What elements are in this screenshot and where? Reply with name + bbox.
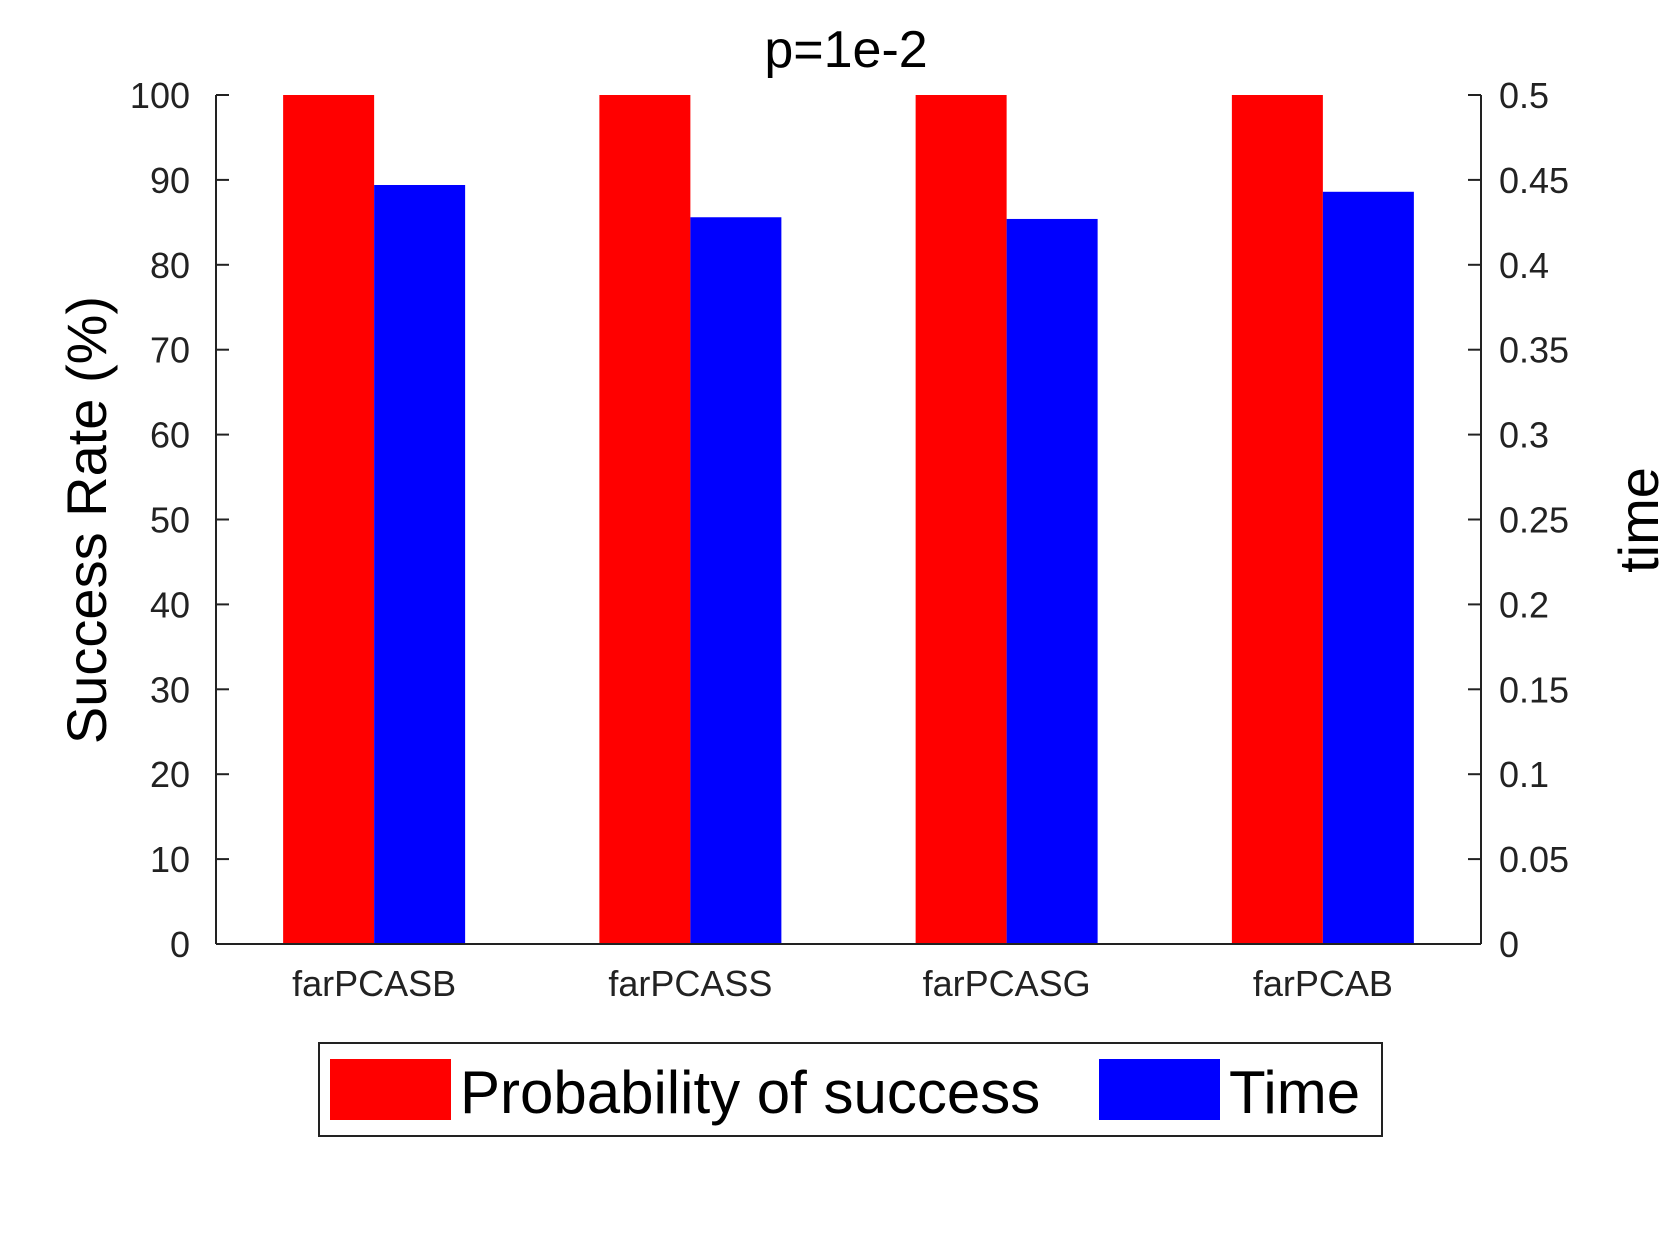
left-tick-label: 90 xyxy=(150,160,190,201)
right-tick-label: 0.4 xyxy=(1499,245,1549,286)
left-tick-label: 70 xyxy=(150,330,190,371)
right-tick-label: 0.35 xyxy=(1499,330,1569,371)
legend-label-time: Time xyxy=(1229,1059,1360,1126)
legend-swatch-probability xyxy=(330,1059,451,1120)
left-tick-label: 50 xyxy=(150,500,190,541)
bar-time-farPCAB xyxy=(1322,191,1414,944)
x-tick-label: farPCASG xyxy=(923,963,1091,1004)
right-tick-label: 0 xyxy=(1499,924,1519,965)
left-tick-label: 20 xyxy=(150,754,190,795)
legend: Probability of success Time xyxy=(318,1042,1383,1137)
legend-label-probability: Probability of success xyxy=(460,1059,1040,1126)
x-tick-label: farPCAB xyxy=(1253,963,1393,1004)
right-tick-label: 0.1 xyxy=(1499,754,1549,795)
x-tick-label: farPCASS xyxy=(608,963,772,1004)
bar-probability-farPCASS xyxy=(599,95,691,944)
right-tick-label: 0.25 xyxy=(1499,500,1569,541)
bars xyxy=(283,95,1414,945)
bar-time-farPCASB xyxy=(374,184,466,944)
right-tick-label: 0.15 xyxy=(1499,669,1569,710)
bar-time-farPCASG xyxy=(1006,218,1098,945)
left-tick-label: 40 xyxy=(150,584,190,625)
right-axis-ticks: 0 0.05 0.1 0.15 0.2 0.25 0.3 0.35 0.4 0.45 0.5 xyxy=(1468,75,1569,965)
chart-title: p=1e-2 xyxy=(764,21,927,79)
left-tick-label: 100 xyxy=(130,75,190,116)
bar-time-farPCASS xyxy=(690,217,782,945)
right-tick-label: 0.45 xyxy=(1499,160,1569,201)
left-axis-label: Success Rate (%) xyxy=(55,296,118,744)
left-axis-ticks: 0 10 20 30 40 50 60 70 80 90 100 xyxy=(130,75,229,965)
left-tick-label: 80 xyxy=(150,245,190,286)
x-tick-label: farPCASB xyxy=(292,963,456,1004)
bar-probability-farPCASG xyxy=(915,95,1007,944)
right-tick-label: 0.2 xyxy=(1499,584,1549,625)
legend-swatch-time xyxy=(1099,1059,1220,1120)
left-tick-label: 60 xyxy=(150,415,190,456)
left-tick-label: 10 xyxy=(150,839,190,880)
right-tick-label: 0.05 xyxy=(1499,839,1569,880)
bar-probability-farPCAB xyxy=(1231,95,1323,944)
left-tick-label: 0 xyxy=(170,924,190,965)
bar-probability-farPCASB xyxy=(283,95,375,944)
left-tick-label: 30 xyxy=(150,669,190,710)
right-tick-label: 0.3 xyxy=(1499,415,1549,456)
right-axis-label: time xyxy=(1607,467,1661,573)
right-tick-label: 0.5 xyxy=(1499,75,1549,116)
x-tick-labels: farPCASB farPCASS farPCASG farPCAB xyxy=(292,963,1393,1004)
